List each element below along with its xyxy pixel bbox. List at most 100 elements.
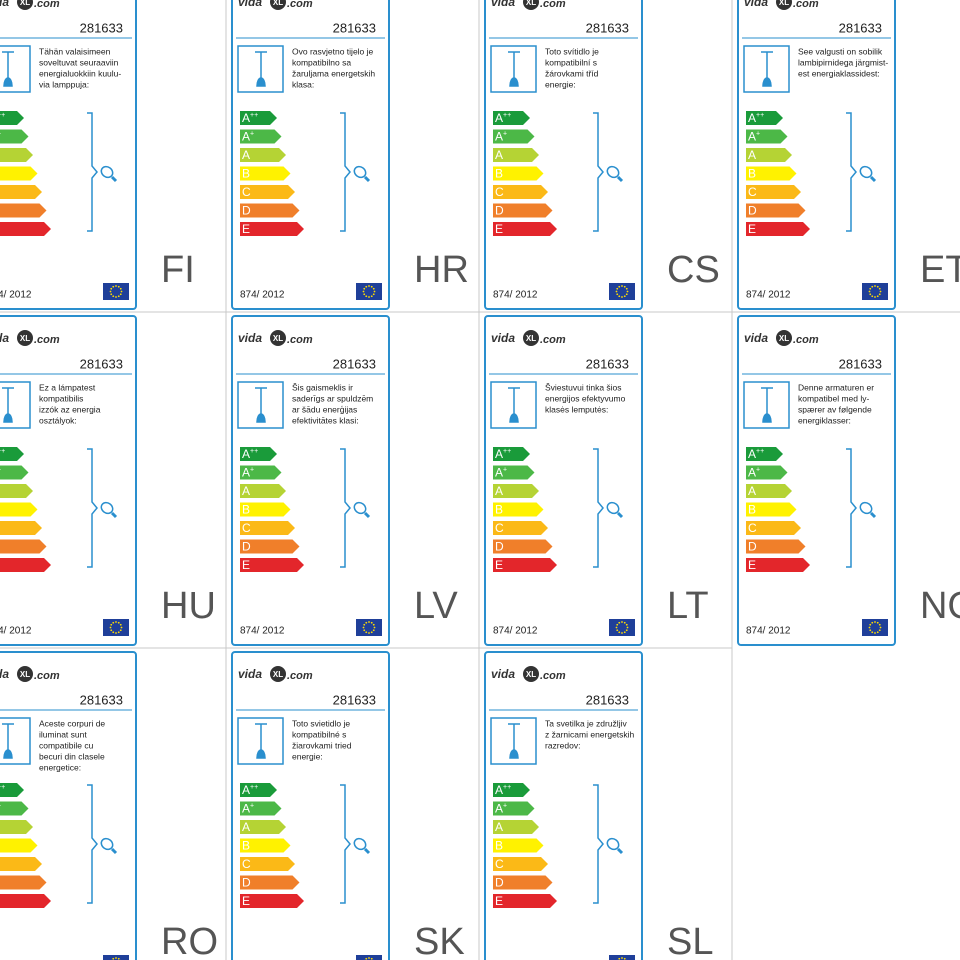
energy-arrow [240,820,286,834]
bracket [593,448,604,568]
energy-class-sup: + [0,466,1,473]
label-text-line: z žarnicami energetskih [545,729,635,739]
label-text-line: žiarovkami tried [292,740,352,750]
eu-star [362,626,365,629]
eu-star [879,290,882,293]
energy-class: C [242,185,251,199]
bracket [593,112,604,232]
logo-right: .com [540,670,566,682]
label-text-line: Aceste corpuri de [39,718,105,728]
energy-class: A+ [748,130,760,144]
energy-class-letter: A [242,148,250,162]
product-code: 281633 [80,692,123,707]
logo: vida [0,667,9,681]
eu-star [869,287,872,290]
eu-star [623,295,626,298]
lamp-icon [255,51,267,87]
energy-class: A++ [495,447,511,461]
energy-label-cell: vida XL .com 281633 Toto svietidlo jekompati… [231,651,465,960]
label-text-line: energie: [292,751,323,761]
energy-class-letter: E [242,558,250,572]
energy-class-letter: B [495,839,503,853]
eu-star [623,621,626,624]
eu-star [373,626,376,629]
energy-arrow [746,558,810,572]
eu-star [363,287,366,290]
energy-class: B [748,167,756,181]
label-text-line: lambipirnidega järgmist- [798,57,888,67]
energy-class-letter: E [242,894,250,908]
eu-flag [103,283,129,300]
logo-badge [523,330,539,346]
regulation: 874/ 2012 [493,626,538,637]
eu-star [117,621,120,624]
energy-class-sup: ++ [250,784,258,791]
bulb-base [869,175,877,183]
energy-class: C [495,857,504,871]
eu-star [109,290,112,293]
eu-star [363,629,366,632]
lamp-icon [508,723,520,759]
energy-class-letter: A [242,802,250,816]
product-code: 281633 [80,356,123,371]
energy-label-cell: vida XL .com 281633 Denne armaturen erkompat… [737,315,960,646]
eu-star [112,285,115,288]
lamp-icon-box [743,45,790,93]
eu-star [626,626,629,629]
energy-class-letter: A [242,783,250,797]
energy-class-letter: A [242,130,250,144]
eu-star [618,285,621,288]
eu-star [874,285,876,287]
lamp-icon-box [0,381,31,429]
energy-arrow [493,129,535,144]
eu-star [618,631,621,634]
product-code: 281633 [839,356,882,371]
eu-star [370,285,373,288]
bulb-icon [606,165,620,179]
bracket [87,448,98,568]
label-text-line: energetice: [39,762,81,772]
energy-class-sup: ++ [0,448,5,455]
label-text-line: compatibile cu [39,740,94,750]
eu-star [119,629,122,632]
eu-star [119,293,122,296]
logo: vida [491,0,515,9]
eu-star [871,285,874,288]
energy-class: A [748,484,756,498]
label-text-line: iluminat sunt [39,729,87,739]
eu-star [368,621,370,623]
bulb-icon [100,837,114,851]
eu-star [115,296,117,298]
label-text-line: Ta svetilka je združljiv [545,718,627,728]
energy-class-letter: A [242,820,250,834]
logo-mid: XL [20,334,30,343]
energy-arrow [240,129,282,144]
product-code: 281633 [333,20,376,35]
energy-class-sup: + [250,466,254,473]
product-code: 281633 [333,356,376,371]
label-text-line: becuri din clasele [39,751,105,761]
energy-class: A [242,820,250,834]
energy-class-sup: + [0,130,1,137]
energy-arrow [493,801,535,816]
lamp-icon-box [237,45,284,93]
lamp-icon [508,387,520,423]
energy-class-letter: D [495,876,504,890]
bulb-icon [859,165,873,179]
logo-left: vida [744,0,768,9]
energy-arrow [746,111,783,125]
label-text-line: energijos efektyvumo [545,393,626,403]
label-text-line: kompatibel med ly- [798,393,870,403]
energy-class-letter: A [495,820,503,834]
energy-class-letter: B [495,503,503,517]
eu-star [616,293,619,296]
eu-star [370,631,373,634]
energy-arrow [240,783,277,797]
lamp-icon [2,387,14,423]
energy-arrow [493,222,557,236]
energy-class: A++ [495,111,511,125]
energy-arrow [493,447,530,461]
eu-star [615,290,618,293]
energy-class: E [495,558,503,572]
eu-flag [103,619,129,636]
